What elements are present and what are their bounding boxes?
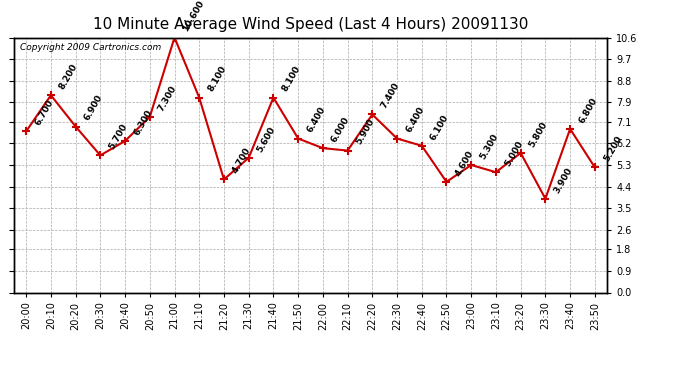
Text: 6.000: 6.000 [330,115,352,144]
Text: 8.100: 8.100 [206,64,228,93]
Text: 5.900: 5.900 [355,117,377,146]
Text: 10.600: 10.600 [181,0,206,33]
Text: 5.800: 5.800 [528,120,549,149]
Text: 6.900: 6.900 [83,93,104,122]
Text: 3.900: 3.900 [552,165,574,195]
Text: 4.700: 4.700 [231,146,253,175]
Text: 5.200: 5.200 [602,134,624,163]
Text: 6.100: 6.100 [428,113,451,142]
Text: 5.300: 5.300 [478,132,500,161]
Text: 8.200: 8.200 [58,62,79,91]
Text: 6.400: 6.400 [404,105,426,134]
Text: 5.000: 5.000 [503,139,524,168]
Text: Copyright 2009 Cartronics.com: Copyright 2009 Cartronics.com [20,43,161,52]
Text: 6.300: 6.300 [132,108,154,137]
Text: 6.400: 6.400 [305,105,327,134]
Text: 5.700: 5.700 [107,122,129,151]
Text: 5.600: 5.600 [255,125,277,154]
Text: 8.100: 8.100 [280,64,302,93]
Text: 6.700: 6.700 [33,98,55,127]
Text: 7.300: 7.300 [157,84,179,113]
Text: 6.800: 6.800 [577,96,599,125]
Text: 4.600: 4.600 [453,149,475,178]
Text: 10 Minute Average Wind Speed (Last 4 Hours) 20091130: 10 Minute Average Wind Speed (Last 4 Hou… [93,17,528,32]
Text: 7.400: 7.400 [380,81,402,110]
